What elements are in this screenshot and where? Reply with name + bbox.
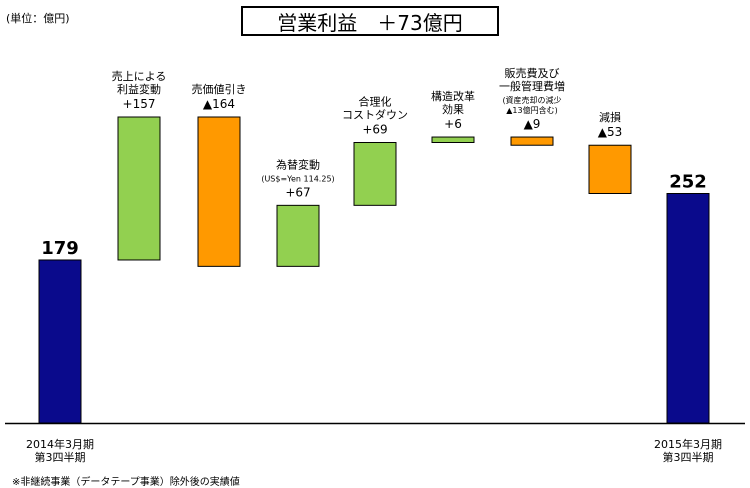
category-label-5-0: 構造改革 xyxy=(431,89,475,103)
x-axis-label-8-1: 第3四半期 xyxy=(663,450,714,464)
value-label-4: +69 xyxy=(362,123,387,137)
x-axis-label-0-1: 第3四半期 xyxy=(35,450,86,464)
value-label-2: ▲164 xyxy=(203,97,235,111)
unit-note: (単位：億円) xyxy=(6,12,70,25)
chart-title: 営業利益 ＋73億円 xyxy=(241,6,499,36)
value-label-3: +67 xyxy=(285,185,310,199)
value-label-7: ▲53 xyxy=(598,125,623,139)
bar-increase-4 xyxy=(353,142,397,206)
category-note-6-1: ▲13億円含む) xyxy=(506,105,557,115)
bar-decrease-6 xyxy=(510,136,554,146)
category-note-3-0: (US$=Yen 114.25) xyxy=(261,174,334,183)
bar-increase-3 xyxy=(276,204,320,267)
category-label-6-1: 一般管理費増 xyxy=(499,79,565,93)
bar-increase-5 xyxy=(431,136,475,144)
category-label-1-1: 利益変動 xyxy=(117,82,161,96)
value-label-6: ▲9 xyxy=(524,117,541,131)
value-label-8: 252 xyxy=(669,172,707,193)
value-label-1: +157 xyxy=(123,97,156,111)
bar-decrease-7 xyxy=(588,144,632,195)
category-label-3-0: 為替変動 xyxy=(276,157,320,171)
x-axis-label-8-0: 2015年3月期 xyxy=(654,437,722,451)
value-label-0: 179 xyxy=(41,238,79,259)
bar-total-8 xyxy=(666,193,710,424)
category-label-4-0: 合理化 xyxy=(359,95,392,109)
x-axis-label-0-0: 2014年3月期 xyxy=(26,437,94,451)
footnote: ※非継続事業（データテープ事業）除外後の実績値 xyxy=(12,477,240,488)
value-label-5: +6 xyxy=(444,117,462,131)
category-label-4-1: コストダウン xyxy=(342,108,408,122)
category-label-5-1: 効果 xyxy=(442,102,464,116)
bar-decrease-2 xyxy=(197,116,241,267)
bar-total-0 xyxy=(38,259,82,424)
category-label-1-0: 売上による xyxy=(112,70,167,83)
category-note-6-0: (資産売却の減少 xyxy=(502,95,561,105)
category-label-6-0: 販売費及び xyxy=(505,66,560,80)
category-label-2-0: 売価値引き xyxy=(192,82,247,96)
category-label-7-0: 減損 xyxy=(599,110,621,124)
bar-increase-1 xyxy=(117,116,161,261)
